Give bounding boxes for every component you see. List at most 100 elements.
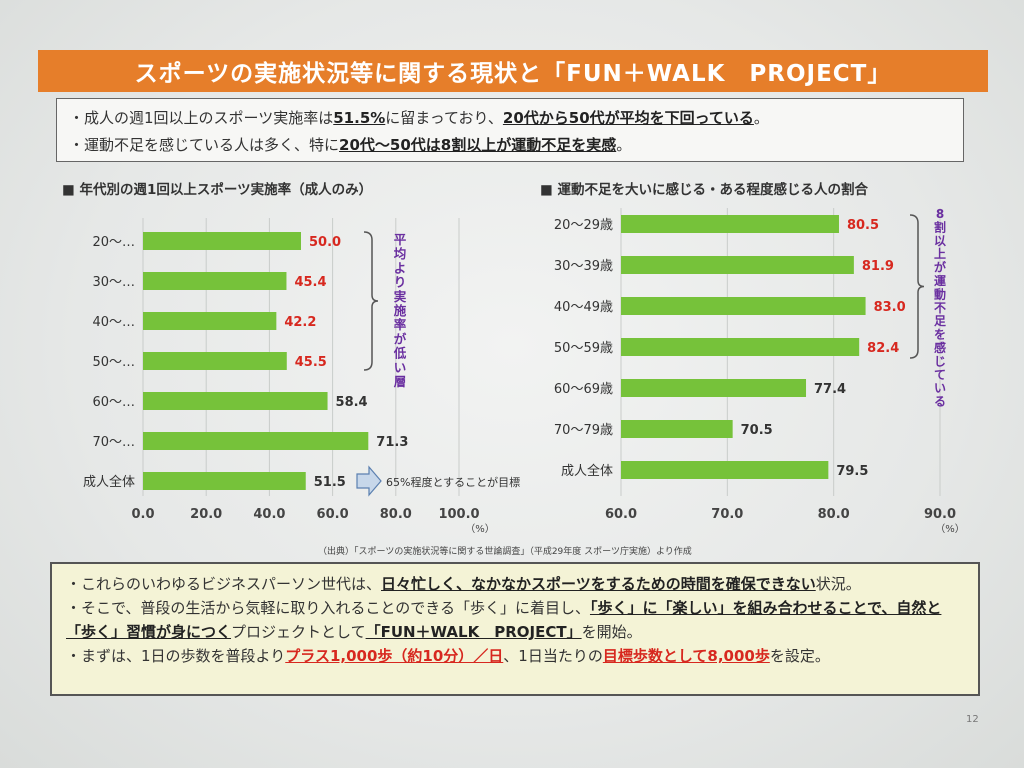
page-number: 12 — [966, 714, 979, 725]
left-chart-bracket-char: 率 — [394, 317, 407, 332]
conclusion-line-3: ・まずは、1日の歩数を普段よりプラス1,000歩（約10分）／日、1日当たりの目… — [66, 647, 830, 665]
right-chart-tick-label: 80.0 — [818, 507, 850, 522]
slide-title: スポーツの実施状況等に関する現状と「FUN＋WALK PROJECT」 — [38, 50, 988, 92]
right-chart-tick-label: 60.0 — [605, 507, 637, 522]
left-chart-tick-label: 40.0 — [253, 507, 285, 522]
left-chart-bar — [143, 432, 369, 450]
left-chart-category-label: 20～… — [92, 235, 135, 250]
right-chart-bar — [621, 215, 839, 233]
chart-right-title: ■ 運動不足を大いに感じる・ある程度感じる人の割合 — [540, 182, 868, 198]
left-chart-bracket-char: 層 — [394, 374, 407, 389]
right-chart-bar — [621, 297, 866, 315]
conclusion-line-2: ・そこで、普段の生活から気軽に取り入れることのできる「歩く」に着目し、「歩く」に… — [66, 599, 942, 641]
left-chart-bar — [143, 312, 277, 330]
right-chart-value-label: 70.5 — [741, 423, 773, 438]
left-chart-tick-label: 60.0 — [317, 507, 349, 522]
conclusion-line-1: ・これらのいわゆるビジネスパーソン世代は、日々忙しく、なかなかスポーツをするため… — [66, 575, 861, 593]
conclusion-box: ・これらのいわゆるビジネスパーソン世代は、日々忙しく、なかなかスポーツをするため… — [50, 562, 980, 696]
right-chart-value-label: 79.5 — [836, 464, 868, 479]
right-chart-value-label: 82.4 — [867, 341, 899, 356]
right-chart-value-label: 80.5 — [847, 218, 879, 233]
rate-highlight: 51.5% — [333, 109, 386, 127]
right-chart-bracket-char: 上 — [934, 246, 946, 261]
right-chart-bar — [621, 379, 807, 397]
left-chart-bar — [143, 352, 287, 370]
right-chart-category-label: 50～59歳 — [554, 341, 613, 356]
left-chart-value-label: 71.3 — [376, 435, 408, 450]
left-chart-bar — [143, 472, 306, 490]
left-chart-bracket-char: が — [394, 331, 407, 346]
left-chart-tick-label: 100.0 — [438, 507, 479, 522]
left-chart-bracket-char: よ — [394, 260, 407, 275]
right-chart-bracket-char: 8 — [936, 207, 944, 221]
right-chart-tick-label: 90.0 — [924, 507, 956, 522]
left-chart-category-label: 50～… — [92, 355, 135, 370]
right-chart-bracket-char: 足 — [934, 314, 946, 328]
right-chart-bracket-char: 感 — [934, 340, 946, 355]
left-chart-unit-label: （%） — [465, 523, 495, 535]
summary-line-1: ・成人の週1回以上のスポーツ実施率は51.5%に留まっており、20代から50代が… — [69, 109, 769, 127]
target-arrow-icon — [356, 465, 382, 497]
right-chart-category-label: 30～39歳 — [554, 259, 613, 274]
left-chart-value-label: 45.4 — [294, 275, 326, 290]
right-chart-bracket-char: 動 — [934, 286, 946, 301]
right-chart-bracket-char: 以 — [934, 234, 946, 248]
right-chart-tick-label: 70.0 — [711, 507, 743, 522]
right-chart-bracket-char: い — [934, 381, 946, 395]
left-chart-bracket-char: い — [394, 360, 407, 375]
left-chart-category-label: 60～… — [92, 395, 135, 410]
right-chart-bracket-char: 割 — [934, 219, 946, 234]
left-chart-bracket-char: 実 — [394, 289, 407, 304]
chart-left: 0.0 20.0 40.0 60.0 80.0 100.0（%） 20～… 50.0 30～… 4… — [83, 218, 520, 535]
left-chart-category-label: 70～… — [92, 435, 135, 450]
summary-box: ・成人の週1回以上のスポーツ実施率は51.5%に留まっており、20代から50代が… — [56, 98, 964, 162]
chart-right: 60.0 70.0 80.0 90.0（%） 20～29歳 80.5 30～39歳 81.9 4… — [554, 207, 965, 535]
right-chart-category-label: 20～29歳 — [554, 218, 613, 233]
left-chart-bracket — [363, 231, 379, 371]
right-chart-category-label: 40～49歳 — [554, 300, 613, 315]
right-chart-category-label: 成人全体 — [561, 463, 613, 479]
right-chart-bracket-char: る — [934, 395, 946, 409]
right-chart-bracket-char: が — [934, 260, 946, 275]
right-chart-bar — [621, 256, 854, 274]
summary-emphasis-2: 20代～50代は8割以上が運動不足を実感 — [339, 136, 617, 154]
left-chart-value-label: 42.2 — [284, 315, 316, 330]
summary-emphasis-1: 20代から50代が平均を下回っている — [502, 109, 754, 127]
right-chart-category-label: 70～79歳 — [554, 423, 613, 438]
right-chart-bar — [621, 461, 829, 479]
right-chart-bar — [621, 338, 860, 356]
left-chart-bracket-char: り — [394, 275, 407, 290]
right-chart-value-label: 83.0 — [874, 300, 906, 315]
left-chart-bar — [143, 392, 328, 410]
right-chart-unit-label: （%） — [935, 523, 965, 535]
summary-line-2: ・運動不足を感じている人は多く、特に20代～50代は8割以上が運動不足を実感。 — [69, 136, 632, 154]
left-chart-bracket-char: 施 — [394, 303, 407, 318]
right-chart-bracket-char: 運 — [934, 274, 946, 288]
left-chart-category-label: 30～… — [92, 275, 135, 290]
right-chart-value-label: 77.4 — [814, 382, 846, 397]
right-chart-bracket-char: て — [934, 368, 946, 382]
left-chart-tick-label: 80.0 — [380, 507, 412, 522]
left-chart-bar — [143, 272, 287, 290]
left-chart-category-label: 40～… — [92, 315, 135, 330]
left-chart-category-label: 成人全体 — [83, 474, 135, 490]
right-chart-bracket-char: 不 — [934, 301, 946, 315]
left-chart-bar — [143, 232, 301, 250]
chart-left-title: ■ 年代別の週1回以上スポーツ実施率（成人のみ） — [62, 182, 373, 198]
right-chart-value-label: 81.9 — [862, 259, 894, 274]
left-chart-bracket-char: 低 — [393, 346, 407, 361]
left-chart-value-label: 45.5 — [295, 355, 327, 370]
source-note: （出典）「スポーツの実施状況等に関する世論調査」（平成29年度 スポーツ庁実施）… — [318, 547, 692, 557]
left-chart-tick-label: 20.0 — [190, 507, 222, 522]
left-chart-bracket-char: 均 — [394, 246, 407, 261]
left-chart-value-label: 58.4 — [336, 395, 368, 410]
right-chart-bracket-char: じ — [934, 354, 946, 368]
right-chart-category-label: 60～69歳 — [554, 382, 613, 397]
left-chart-value-label: 51.5 — [314, 475, 346, 490]
left-chart-bracket-char: 平 — [394, 232, 407, 247]
right-chart-bracket-char: を — [934, 328, 946, 342]
right-chart-bracket — [909, 214, 925, 359]
right-chart-bar — [621, 420, 733, 438]
left-chart-value-label: 50.0 — [309, 235, 341, 250]
left-chart-tick-label: 0.0 — [131, 507, 154, 522]
